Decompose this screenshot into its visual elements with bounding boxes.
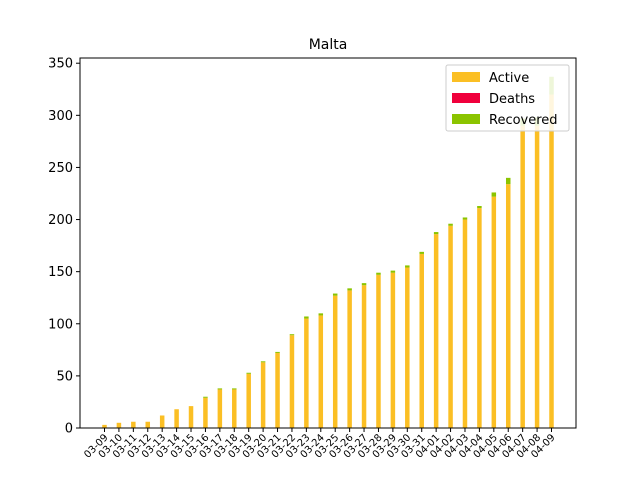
bar-active-03-10 [116, 422, 122, 428]
y-tick-label-50: 50 [56, 369, 73, 384]
y-tick-label-300: 300 [48, 109, 73, 124]
bar-recovered-03-27 [361, 283, 367, 286]
legend-swatch-recovered [452, 114, 480, 124]
y-axis: 0 50 100 150 200 250 300 350 [48, 57, 80, 437]
y-tick-label-0: 0 [65, 422, 73, 437]
bar-active-03-12 [145, 421, 151, 428]
bar-active-03-25 [332, 295, 338, 428]
bar-recovered-03-29 [390, 270, 396, 273]
bar-active-03-18 [232, 389, 237, 428]
bar-active-04-01 [433, 234, 439, 428]
bar-active-03-31 [419, 253, 424, 428]
legend-swatch-active [452, 72, 480, 82]
y-tick-label-100: 100 [48, 317, 73, 332]
bars-layer [102, 76, 554, 429]
bar-active-03-27 [361, 285, 367, 428]
bar-active-03-15 [188, 406, 194, 428]
bar-active-03-19 [246, 373, 251, 428]
bar-active-03-26 [347, 290, 352, 428]
bar-active-03-09 [102, 424, 107, 428]
y-tick-label-350: 350 [48, 57, 73, 72]
bar-active-04-04 [477, 208, 482, 428]
bar-recovered-03-19 [246, 372, 251, 374]
bar-recovered-04-04 [477, 206, 482, 209]
bar-recovered-03-24 [318, 313, 324, 316]
bar-active-04-07 [520, 125, 525, 429]
bar-recovered-04-05 [491, 192, 497, 197]
bar-active-04-06 [505, 184, 511, 428]
x-axis: 03-0903-1003-1103-1203-1303-1403-1503-16… [82, 428, 558, 461]
legend-label-recovered: Recovered [489, 113, 558, 128]
bar-recovered-03-18 [232, 388, 237, 390]
bar-active-03-28 [376, 274, 381, 428]
bar-active-04-09 [549, 94, 554, 428]
bar-active-03-29 [390, 272, 396, 428]
y-tick-label-200: 200 [48, 213, 73, 228]
bar-recovered-03-21 [275, 351, 280, 353]
bar-active-03-23 [304, 318, 309, 428]
bar-active-03-22 [289, 335, 295, 428]
bar-recovered-04-06 [505, 177, 511, 185]
bar-active-03-16 [203, 397, 208, 428]
y-tick-label-150: 150 [48, 265, 73, 280]
bar-recovered-03-20 [260, 361, 266, 363]
bar-recovered-03-28 [376, 272, 381, 275]
bar-active-04-08 [534, 125, 540, 429]
bar-recovered-03-26 [347, 288, 352, 291]
legend-swatch-deaths [452, 93, 480, 103]
bar-recovered-04-03 [462, 217, 468, 220]
bar-active-04-05 [491, 196, 497, 428]
bar-active-03-14 [174, 409, 179, 428]
bar-recovered-03-30 [405, 265, 410, 268]
bar-active-03-11 [131, 421, 136, 428]
bar-active-03-24 [318, 315, 324, 428]
bar-active-03-30 [405, 267, 410, 428]
legend-label-deaths: Deaths [489, 92, 535, 107]
y-tick-label-250: 250 [48, 161, 73, 176]
bar-active-04-02 [448, 225, 453, 428]
chart-title: Malta [309, 37, 348, 53]
bar-active-03-13 [159, 415, 165, 428]
plot-frame [79, 57, 577, 429]
bar-active-03-20 [260, 362, 266, 428]
legend: Active Deaths Recovered [445, 64, 570, 132]
bar-recovered-03-16 [203, 396, 208, 398]
bar-recovered-03-22 [289, 334, 295, 336]
bar-active-04-03 [462, 219, 468, 428]
bar-recovered-04-02 [448, 223, 453, 226]
bar-recovered-03-17 [217, 388, 223, 390]
legend-label-active: Active [489, 71, 529, 86]
bar-recovered-04-01 [433, 232, 439, 235]
bar-active-03-21 [275, 352, 280, 428]
bar-active-03-17 [217, 389, 223, 428]
bar-recovered-03-25 [332, 293, 338, 296]
bar-recovered-03-23 [304, 316, 309, 319]
bar-recovered-03-31 [419, 251, 424, 254]
